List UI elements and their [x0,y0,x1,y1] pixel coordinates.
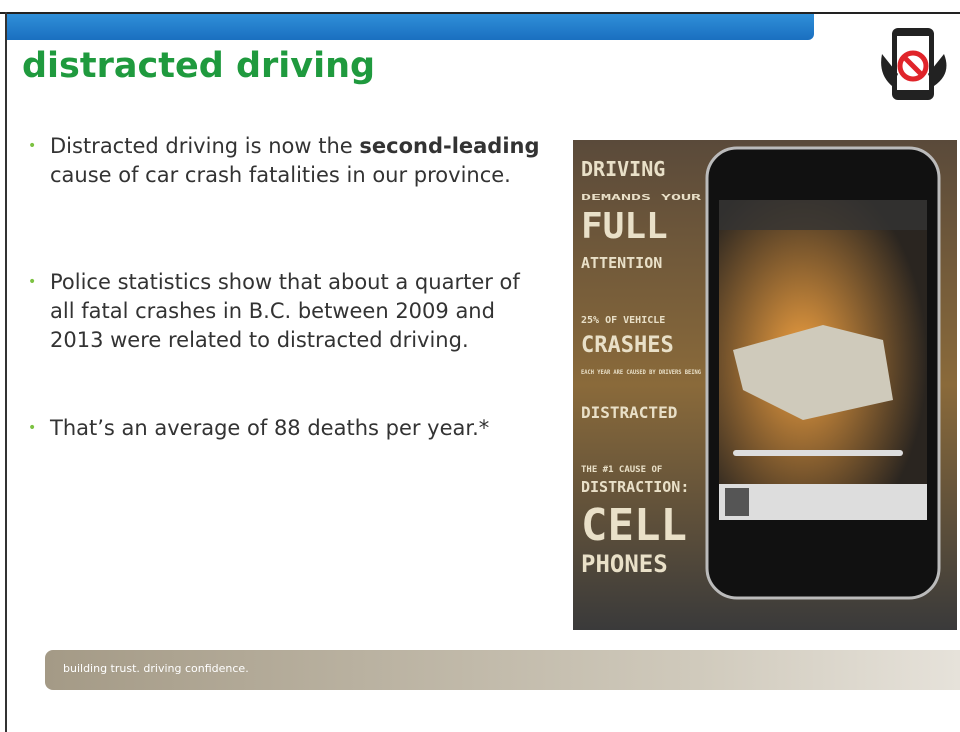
poster-text: DEMANDS YOUR [581,193,701,202]
poster-text: 25% OF VEHICLE [581,315,665,326]
poster-text: DISTRACTION: [581,478,689,496]
bold-text: second-leading [359,134,539,158]
left-rule [5,12,7,732]
slide-title: distracted driving [22,46,375,86]
no-phone-icon [878,24,954,108]
text: cause of car crash fatalities in our pro… [50,163,511,187]
poster-text: DISTRACTED [581,403,677,422]
text: Distracted driving is now the [50,134,359,158]
text: That’s an average of 88 deaths per year.… [50,416,489,440]
poster-text: PHONES [581,550,668,578]
poster-text: THE #1 CAUSE OF [581,465,662,475]
bullet: Distracted driving is now the second-lea… [28,132,550,190]
poster-text: EACH YEAR ARE CAUSED BY DRIVERS BEING [581,369,701,376]
footer-bar: building trust. driving confidence. [45,650,960,690]
text: Police statistics show that about a quar… [50,270,520,352]
slide: distracted driving Distracted driving is… [0,0,960,732]
bullet: Police statistics show that about a quar… [28,268,520,355]
footer-tagline: building trust. driving confidence. [63,662,249,675]
poster-text: CELL [581,500,687,551]
poster-text: CRASHES [581,333,674,358]
poster-image: DRIVING DEMANDS YOUR FULL ATTENTION 25% OF V… [573,140,957,630]
poster-text: ATTENTION [581,254,662,272]
header-bar [6,14,814,40]
poster-text: DRIVING [581,157,665,181]
poster-text: FULL [581,206,668,247]
bullet: That’s an average of 88 deaths per year.… [28,414,490,443]
